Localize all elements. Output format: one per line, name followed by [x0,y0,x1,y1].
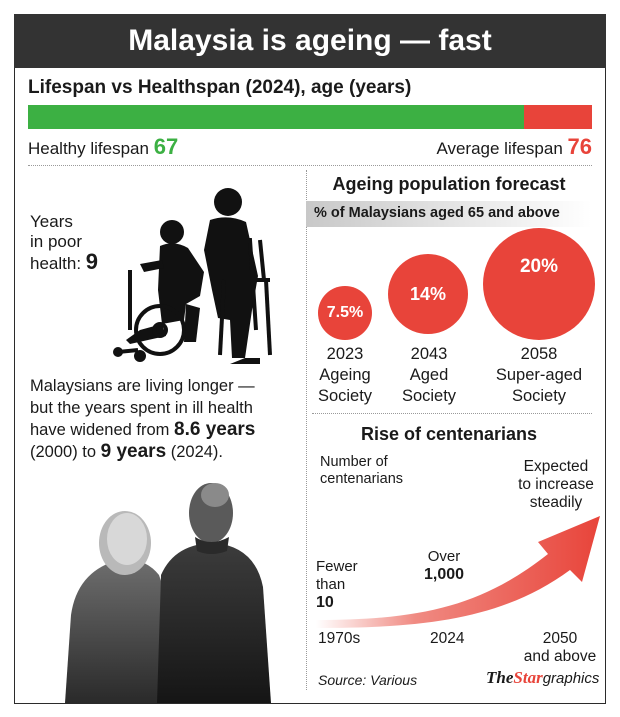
centenarians-heading: Rise of centenarians [360,424,538,444]
poor-health-line2: in poor [30,232,82,251]
year-2058: 2058 [520,345,558,363]
year-2043: 2043 [410,345,448,363]
note-1970s-line1: Fewer [316,558,358,575]
poor-health-line3-text: health: [30,254,82,273]
note-2050-line1: Expected [523,458,589,475]
forecast-subheading-band [306,201,592,227]
label-2043-b: Society [401,387,457,405]
page-title: Malaysia is ageing — fast [14,14,606,68]
x-label-2050: 2050 and above [520,630,600,666]
note-1970s-value: 10 [316,594,334,611]
lifespan-heading: Lifespan vs Healthspan (2024), age (year… [28,77,412,98]
healthy-lifespan-bar [28,105,524,129]
poor-health-line3: health: 9 [30,249,99,274]
x-label-1970s: 1970s [318,630,361,647]
brand-logo: TheStargraphics [486,668,599,688]
brand-the: The [486,668,514,687]
healthy-label-text: Healthy lifespan [28,139,149,158]
forecast-item-2043: 2043 Aged Society [392,344,466,407]
note-2050-line3: steadily [529,494,583,511]
source-note: Source: Various [318,672,418,688]
body-line4-text: (2000) to [30,443,101,461]
forecast-item-2023: 2023 Ageing Society [310,344,380,407]
body-line2: but the years spent in ill health [30,399,253,417]
average-lifespan-value: 76 [567,134,592,159]
average-lifespan-label: Average lifespan 76 [436,134,592,160]
note-1970s-line2: than [316,576,346,593]
average-label-text: Average lifespan [436,139,563,158]
label-2023-b: Society [317,387,373,405]
poor-health-line1: Years [30,212,73,231]
column-divider [306,170,307,690]
label-2058-b: Society [511,387,567,405]
right-column-divider [312,413,592,414]
x-label-2050-line1: 2050 [542,630,578,647]
poor-health-value: 9 [85,249,99,274]
circle-2043: 14% [388,254,468,334]
embracing-couple-photo [65,483,271,703]
label-2043-a: Aged [409,366,449,384]
circle-2023: 7.5% [318,286,372,340]
label-2023-a: Ageing [319,366,371,384]
note-2024: Over 1,000 [424,548,464,584]
body-line3-text: have widened from [30,421,174,439]
forecast-item-2058: 2058 Super-aged Society [480,344,598,407]
brand-star: Star [513,668,543,687]
section-divider [28,165,592,166]
axis-label-line2: centenarians [320,471,404,487]
forecast-subheading: % of Malaysians aged 65 and above [314,205,560,221]
body-line4-highlight: 9 years [100,441,167,462]
axis-label-line1: Number of [320,454,388,470]
circle-2023-value: 7.5% [326,304,364,321]
body-line4: (2000) to 9 years (2024). [30,441,300,463]
body-line3: have widened from 8.6 years [30,419,300,441]
note-1970s: Fewer than 10 [316,558,358,612]
circle-2058-value: 20% [519,256,559,277]
poor-health-text: Years in poor health: 9 [30,212,98,274]
x-label-2024: 2024 [430,630,465,647]
circle-2043-value: 14% [409,284,447,304]
note-2024-value: 1,000 [424,566,465,583]
body-line3-highlight: 8.6 years [174,419,256,440]
circle-2058: 20% [483,228,595,340]
note-2050-line2: to increase [518,476,594,493]
x-label-2050-line2: and above [523,648,597,665]
label-2058-a: Super-aged [495,366,583,384]
body-line1: Malaysians are living longer — [30,377,255,395]
note-2024-line1: Over [427,548,461,565]
forecast-heading: Ageing population forecast [332,174,566,194]
growth-arrow [316,516,600,628]
year-2023: 2023 [326,345,364,363]
centenarians-axis-label: Number of centenarians [320,454,403,488]
body-paragraph: Malaysians are living longer — but the y… [30,375,300,463]
wheelchair-couple-illustration [113,188,272,364]
body-line4-tail: (2024). [166,443,224,461]
note-2050: Expected to increase steadily [506,458,606,512]
healthy-lifespan-label: Healthy lifespan 67 [28,134,178,160]
brand-graphics: graphics [542,670,600,687]
poor-health-bar [524,105,592,129]
healthy-lifespan-value: 67 [153,134,179,159]
